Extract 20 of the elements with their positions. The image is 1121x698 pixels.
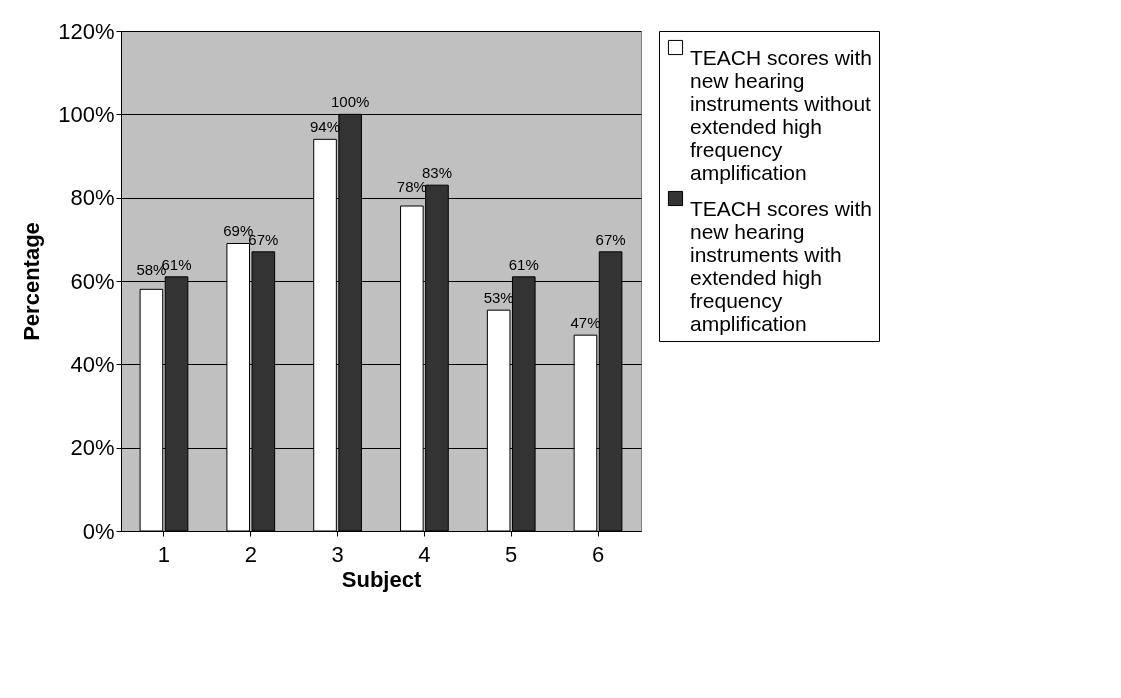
x-tick-label: 5	[505, 541, 518, 567]
y-tick-label: 100%	[58, 101, 115, 127]
y-tick-label: 120%	[58, 18, 115, 44]
x-tick-label: 4	[418, 541, 431, 567]
x-tick-label: 1	[157, 541, 171, 567]
y-tick-label: 80%	[70, 185, 115, 211]
y-tick-label: 20%	[70, 435, 115, 461]
legend-label: TEACH scores with new hearing instruments without extended high frequency amplification	[690, 45, 873, 184]
x-tick-label: 3	[331, 541, 344, 567]
legend-label: TEACH scores with new hearing instruments with extended high frequency amplification	[690, 196, 873, 335]
x-axis-title: Subject	[341, 566, 422, 592]
data-label: 100%	[330, 93, 370, 111]
data-label: 61%	[508, 255, 539, 273]
x-tick-label: 6	[591, 541, 605, 567]
x-tick-label: 2	[244, 541, 257, 567]
data-label: 67%	[595, 230, 626, 248]
y-tick-label: 60%	[70, 268, 115, 294]
y-axis-title: Percentage	[19, 222, 45, 341]
y-tick-label: 0%	[82, 518, 115, 544]
y-tick-label: 40%	[70, 351, 115, 377]
